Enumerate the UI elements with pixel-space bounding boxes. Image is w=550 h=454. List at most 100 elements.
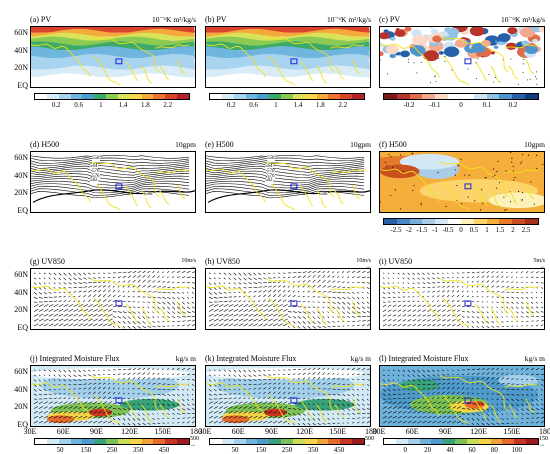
wind-vector <box>49 309 54 311</box>
wind-vector <box>516 302 518 304</box>
wind-vector <box>258 287 262 288</box>
wind-vector <box>457 305 460 307</box>
wind-vector <box>531 297 533 298</box>
pv-anomaly-patch <box>444 27 451 32</box>
wind-vector <box>59 309 64 311</box>
colorbar-swatch <box>431 439 443 444</box>
wind-vector <box>313 285 316 287</box>
wind-vector <box>502 312 503 313</box>
wind-vector <box>357 312 360 314</box>
wind-vector <box>408 310 411 312</box>
wind-vector <box>138 285 141 287</box>
wind-vector <box>298 276 301 278</box>
wind-vector <box>477 286 478 287</box>
wind-vector <box>462 291 463 293</box>
wind-vector <box>388 273 389 274</box>
wind-vector <box>268 324 273 326</box>
wind-vector <box>83 273 85 275</box>
wind-vector <box>293 295 295 297</box>
wind-vector <box>49 304 54 306</box>
height-contour <box>31 166 189 172</box>
wind-vector <box>308 321 311 324</box>
wind-vector <box>413 319 416 321</box>
wind-vector <box>162 272 163 273</box>
colorbar-swatch <box>305 439 317 444</box>
wind-vector <box>393 273 395 274</box>
wind-vector <box>123 312 127 313</box>
wind-vector <box>422 278 424 280</box>
wind-vector <box>427 324 430 326</box>
wind-vector <box>403 287 404 288</box>
significance-dot <box>513 166 514 167</box>
wind-vector <box>308 307 311 308</box>
significance-dot <box>518 84 519 85</box>
wind-vector <box>367 287 369 288</box>
significance-dot <box>468 197 469 198</box>
wind-vector <box>437 324 440 326</box>
map-canvas <box>206 269 370 329</box>
wind-vector <box>248 273 251 276</box>
significance-dot <box>476 78 477 79</box>
wind-vector <box>113 277 115 278</box>
significance-dot <box>380 59 381 60</box>
wind-vector <box>108 309 113 311</box>
wind-vector <box>403 319 406 321</box>
wind-vector <box>133 280 136 283</box>
wind-vector <box>383 315 386 317</box>
wind-vector <box>133 296 135 297</box>
wind-vector <box>413 283 415 284</box>
significance-dot <box>400 155 401 156</box>
study-region-box <box>465 59 471 64</box>
wind-vector <box>472 301 474 302</box>
wind-vector <box>432 301 433 302</box>
wind-vector <box>239 273 242 276</box>
wind-vector <box>308 271 311 273</box>
wind-vector <box>182 325 185 326</box>
significance-dot <box>438 58 439 59</box>
pv-anomaly-patch <box>404 27 411 32</box>
wind-vector <box>442 286 445 287</box>
significance-dot <box>458 165 459 166</box>
wind-vector <box>408 315 411 317</box>
wind-vector <box>253 319 258 321</box>
wind-vector <box>209 314 214 316</box>
wind-vector <box>303 286 305 288</box>
wind-vector <box>408 278 410 280</box>
wind-vector <box>318 275 321 278</box>
wind-vector <box>263 304 268 306</box>
wind-vector <box>123 326 125 328</box>
colorbar-label: 0.1 <box>477 101 497 109</box>
wind-vector <box>283 286 285 288</box>
panel-title: (g) UV850 <box>30 257 65 266</box>
wind-vector <box>187 324 190 326</box>
wind-vector <box>526 271 528 273</box>
wind-vector <box>422 310 425 312</box>
wind-vector <box>39 283 41 285</box>
wind-vector <box>234 283 236 285</box>
colorbar-swatch <box>514 439 526 444</box>
map-canvas <box>206 27 370 87</box>
wind-vector <box>328 275 330 277</box>
map-panel <box>30 26 196 88</box>
wind-vector <box>497 312 498 313</box>
reference-vector-arrow: → <box>539 264 545 271</box>
significance-dot <box>408 59 409 60</box>
wind-vector <box>472 321 474 323</box>
significance-dot <box>445 206 446 207</box>
wind-vector <box>123 281 125 283</box>
colorbar <box>209 93 365 100</box>
map-panel <box>379 26 545 88</box>
wind-vector <box>39 292 42 294</box>
colorbar-label: 0.2 <box>46 101 66 109</box>
pv-anomaly-patch <box>476 52 482 56</box>
wind-vector <box>342 277 343 278</box>
wind-vector <box>113 290 115 292</box>
significance-dot <box>434 76 435 77</box>
colorbar-label: 1 <box>266 101 286 109</box>
significance-dot <box>535 76 536 77</box>
wind-vector <box>536 277 539 278</box>
wind-vector <box>148 285 151 287</box>
panel-title: (d) H500 <box>30 140 59 149</box>
wind-vector <box>123 272 127 273</box>
wind-vector <box>248 283 251 284</box>
